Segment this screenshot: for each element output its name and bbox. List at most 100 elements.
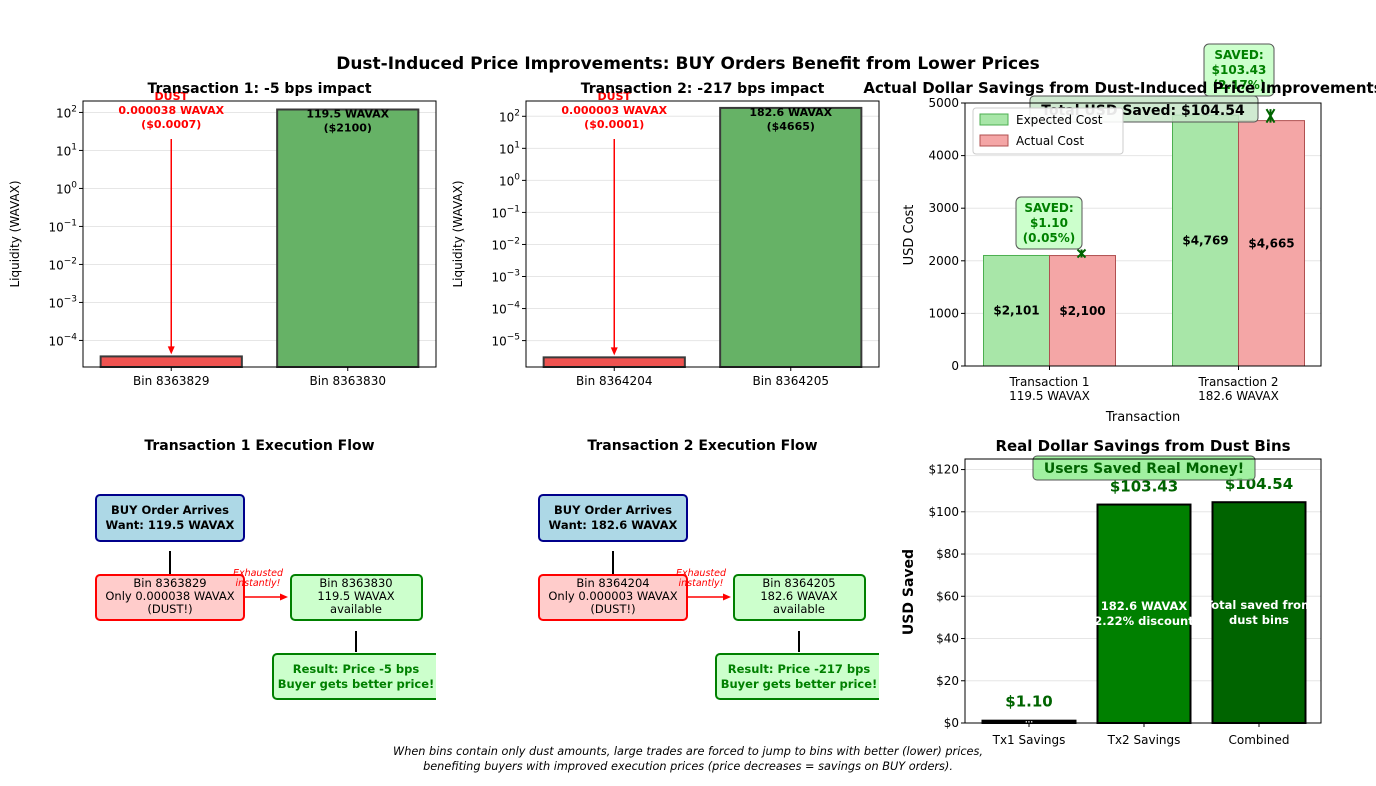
next-bin-label: 119.5 WAVAX xyxy=(317,589,394,603)
execution-flow: Transaction 2 Execution Flow BUY Order Ar… xyxy=(538,438,879,700)
y-tick-label: 10−3 xyxy=(491,269,520,285)
y-tick-label: 100 xyxy=(56,180,77,196)
saved-label: $1.10 xyxy=(1030,216,1068,230)
arrow-head xyxy=(723,593,731,601)
bar-inner-label: ... xyxy=(1025,717,1033,725)
y-axis-label: USD Saved xyxy=(901,549,917,635)
execution-flow: Transaction 1 Execution Flow BUY Order Ar… xyxy=(95,438,436,700)
bar-inner-label: 2.22% discount xyxy=(1094,614,1194,628)
y-tick-label: 4000 xyxy=(928,149,959,163)
result-box xyxy=(715,653,879,700)
liquidity-label: ($2100) xyxy=(324,121,372,134)
dust-label: ($0.0007) xyxy=(141,118,201,131)
x-tick-label: Bin 8364204 xyxy=(576,374,652,388)
y-tick-label: 5000 xyxy=(928,96,959,110)
dust-label: 0.000003 WAVAX xyxy=(561,104,667,117)
saved-label: SAVED: xyxy=(1214,48,1263,62)
arrow-head xyxy=(280,593,288,601)
arrival-box xyxy=(538,494,688,542)
y-tick-label: 0 xyxy=(951,359,959,373)
arrow-head xyxy=(167,346,175,355)
dust-bin-label: Bin 8364204 xyxy=(576,576,649,590)
savings-bar xyxy=(1096,503,1192,724)
bar-value-label: $2,100 xyxy=(1059,304,1105,318)
y-tick-label: 101 xyxy=(499,140,520,156)
figure-title: Dust-Induced Price Improvements: BUY Ord… xyxy=(336,54,1040,74)
y-tick-label: $80 xyxy=(936,547,959,561)
bar-value-label: $2,101 xyxy=(993,304,1039,318)
result-box xyxy=(272,653,436,700)
y-tick-label: $120 xyxy=(928,463,959,477)
legend-swatch xyxy=(979,113,1009,126)
exhausted-label: instantly! xyxy=(679,578,724,589)
y-tick-label: 2000 xyxy=(928,254,959,268)
liquidity-label: 119.5 WAVAX xyxy=(306,107,389,120)
saved-label: $103.43 xyxy=(1212,63,1267,77)
y-tick-label: 10−2 xyxy=(491,236,520,252)
y-tick-label: 10−1 xyxy=(491,204,520,220)
chart-title: Actual Dollar Savings from Dust-Induced … xyxy=(863,79,1376,97)
exhausted-label: Exhausted xyxy=(233,568,284,579)
y-tick-label: 3000 xyxy=(928,201,959,215)
x-axis-label: Transaction xyxy=(1105,410,1180,425)
y-tick-label: 10−4 xyxy=(48,332,77,348)
y-tick-label: 102 xyxy=(499,108,520,124)
banner-label: Users Saved Real Money! xyxy=(1044,461,1244,477)
chart-title: Transaction 1: -5 bps impact xyxy=(147,81,371,97)
y-tick-label: 1000 xyxy=(928,306,959,320)
x-tick-label: Tx1 Savings xyxy=(992,733,1066,747)
arrival-label: BUY Order Arrives xyxy=(111,503,229,517)
saved-box xyxy=(1015,196,1083,250)
x-tick-label: Transaction 1 xyxy=(1008,375,1089,389)
liquidity-bar xyxy=(719,106,863,368)
dust-label: DUST xyxy=(155,90,189,103)
y-axis-label: Liquidity (WAVAX) xyxy=(451,180,465,287)
chart-title: Real Dollar Savings from Dust Bins xyxy=(995,437,1290,455)
saved-label: (2.17%) xyxy=(1213,78,1266,92)
next-bin-label: available xyxy=(773,602,825,616)
dust-bin-label: Only 0.000003 WAVAX xyxy=(548,589,677,603)
saved-label: (0.05%) xyxy=(1023,231,1076,245)
y-tick-label: $100 xyxy=(928,505,959,519)
axes-frame xyxy=(82,100,437,368)
arrival-label: Want: 182.6 WAVAX xyxy=(549,518,678,532)
flow-title: Transaction 1 Execution Flow xyxy=(144,438,374,454)
x-tick-label: 119.5 WAVAX xyxy=(1009,389,1090,403)
legend xyxy=(972,107,1124,155)
bar-value-label: $103.43 xyxy=(1110,478,1178,496)
y-tick-label: 10−1 xyxy=(48,218,77,234)
result-label: Buyer gets better price! xyxy=(721,677,878,691)
y-axis-label: USD Cost xyxy=(902,205,917,266)
next-bin-label: 182.6 WAVAX xyxy=(760,589,837,603)
legend-label: Actual Cost xyxy=(1016,134,1084,148)
dust-bin-label: Bin 8363829 xyxy=(133,576,206,590)
dust-bin-label: (DUST!) xyxy=(590,602,635,616)
dust-bar xyxy=(99,355,243,368)
saved-label: SAVED: xyxy=(1024,201,1073,215)
y-tick-label: 10−4 xyxy=(491,301,520,317)
y-tick-label: 10−2 xyxy=(48,256,77,272)
result-label: Buyer gets better price! xyxy=(278,677,435,691)
savings-marker xyxy=(1265,108,1276,124)
dust-bar xyxy=(542,356,686,368)
next-bin-box xyxy=(290,574,423,621)
x-tick-label: Combined xyxy=(1229,733,1290,747)
dust-label: ($0.0001) xyxy=(584,118,644,131)
arrival-label: BUY Order Arrives xyxy=(554,503,672,517)
legend-swatch xyxy=(979,134,1009,147)
expected-bar xyxy=(983,254,1050,367)
y-tick-label: 101 xyxy=(56,142,77,158)
saved-box xyxy=(1203,43,1275,97)
x-tick-label: Bin 8363830 xyxy=(310,374,386,388)
x-tick-label: Transaction 2 xyxy=(1197,375,1278,389)
y-tick-label: 102 xyxy=(56,104,77,120)
result-label: Result: Price -5 bps xyxy=(293,662,420,676)
arrow-head xyxy=(610,347,618,356)
y-tick-label: $40 xyxy=(936,632,959,646)
